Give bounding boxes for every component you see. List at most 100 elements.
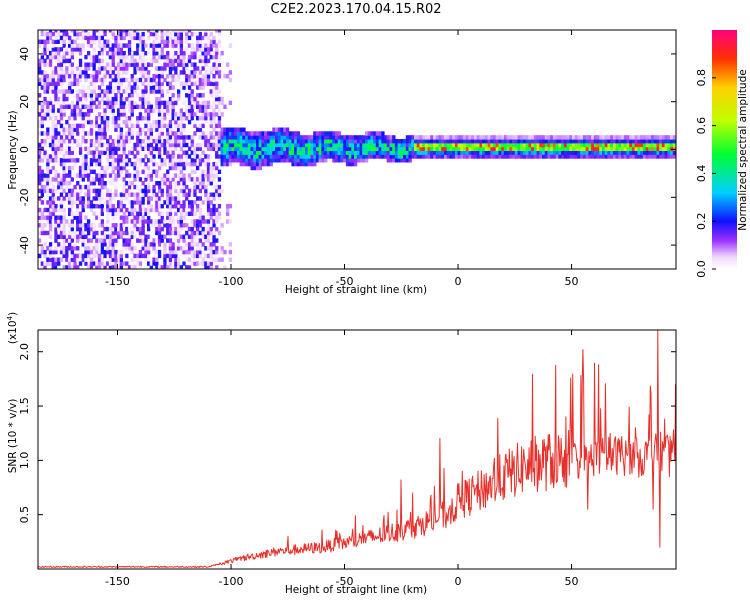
spectrogram-cell bbox=[177, 238, 181, 243]
spectrogram-cell bbox=[68, 265, 72, 269]
spectrogram-cell bbox=[155, 192, 159, 197]
spectrogram-cell bbox=[155, 119, 159, 125]
spectrogram-cell bbox=[651, 146, 655, 151]
spectrogram-cell bbox=[46, 161, 50, 167]
spectrogram-cell bbox=[335, 150, 339, 155]
spectrogram-cell bbox=[76, 100, 80, 106]
spectrogram-cell bbox=[117, 207, 121, 213]
spectrogram-cell bbox=[171, 158, 175, 163]
spectrogram-cell bbox=[250, 161, 254, 167]
spectrogram-cell bbox=[65, 70, 69, 75]
spectrogram-cell bbox=[288, 158, 292, 163]
spectrogram-cell bbox=[141, 253, 145, 259]
spectrogram-cell bbox=[430, 142, 434, 148]
spectrogram-cell bbox=[54, 47, 58, 52]
spectrogram-cell bbox=[264, 142, 268, 148]
spectrogram-cell bbox=[43, 188, 47, 194]
spectrogram-cell bbox=[209, 253, 213, 259]
spectrogram-cell bbox=[87, 196, 91, 201]
spectrogram-cell bbox=[136, 66, 140, 71]
spectrogram-cell bbox=[87, 35, 91, 41]
spectrogram-cell bbox=[318, 146, 322, 151]
spectrogram-cell bbox=[215, 184, 219, 190]
spectrogram-cell bbox=[70, 188, 74, 194]
spectrogram-cell bbox=[550, 146, 554, 151]
spectrogram-cell bbox=[384, 150, 388, 155]
spectrogram-cell bbox=[664, 135, 668, 140]
spectrogram-cell bbox=[536, 135, 540, 140]
spectrogram-cell bbox=[163, 112, 167, 117]
spectrogram-cell bbox=[607, 146, 611, 151]
spectrogram-cell bbox=[299, 139, 303, 144]
spectrogram-cell bbox=[250, 165, 254, 171]
spectrogram-cell bbox=[40, 230, 44, 236]
spectrogram-cell bbox=[92, 47, 96, 52]
spectrogram-cell bbox=[386, 150, 390, 155]
spectrogram-cell bbox=[555, 135, 559, 140]
spectrogram-cell bbox=[100, 196, 104, 201]
spectrogram-cell bbox=[528, 135, 532, 140]
spectrogram-cell bbox=[163, 265, 167, 269]
spectrogram-cell bbox=[206, 161, 211, 167]
spectrogram-cell bbox=[340, 139, 344, 144]
spectrogram-cell bbox=[144, 211, 148, 216]
spectrogram-cell bbox=[397, 158, 401, 163]
spectrogram-cell bbox=[378, 131, 382, 136]
spectrogram-cell bbox=[373, 150, 377, 155]
spectrogram-cell bbox=[228, 100, 232, 106]
spectrogram-cell bbox=[119, 165, 123, 171]
spectrogram-cell bbox=[84, 96, 88, 102]
spectrogram-cell bbox=[171, 74, 175, 79]
spectrogram-cell bbox=[106, 85, 110, 90]
spectrogram-cell bbox=[59, 246, 64, 251]
spectrogram-cell bbox=[106, 249, 110, 255]
spectrogram-cell bbox=[226, 158, 230, 163]
spectrogram-cell bbox=[313, 131, 317, 136]
spectrogram-cell bbox=[264, 131, 268, 136]
spectrogram-cell bbox=[65, 119, 69, 125]
spectrogram-cell bbox=[43, 47, 47, 52]
spectrogram-cell bbox=[100, 177, 104, 182]
spectrogram-cell bbox=[125, 77, 129, 83]
spectrogram-cell bbox=[582, 139, 587, 144]
spectrogram-cell bbox=[54, 238, 58, 243]
spectrogram-cell bbox=[40, 77, 44, 83]
spectrogram-cell bbox=[95, 116, 99, 121]
spectrogram-cell bbox=[302, 139, 306, 144]
spectrogram-cell bbox=[108, 104, 113, 109]
spectrogram-cell bbox=[569, 135, 573, 140]
spectrogram-cell bbox=[187, 43, 192, 48]
spectrogram-cell bbox=[48, 142, 53, 148]
spectrogram-cell bbox=[160, 116, 164, 121]
spectrogram-cell bbox=[127, 47, 132, 52]
spectrogram-cell bbox=[217, 177, 222, 182]
spectrogram-cell bbox=[332, 131, 336, 136]
spectrogram-cell bbox=[43, 62, 47, 67]
spectrogram-cell bbox=[157, 226, 162, 232]
spectrogram-cell bbox=[76, 127, 80, 132]
spectrogram-cell bbox=[288, 142, 292, 148]
spectrogram-cell bbox=[182, 161, 186, 167]
spectrogram-cell bbox=[40, 131, 44, 136]
spectrogram-cell bbox=[204, 70, 208, 75]
spectrogram-cell bbox=[220, 161, 224, 167]
spectrogram-cell bbox=[73, 108, 77, 113]
spectrogram-cell bbox=[585, 139, 589, 144]
spectrogram-cell bbox=[97, 204, 102, 209]
spectrogram-cell bbox=[78, 108, 83, 113]
spectrogram-cell bbox=[117, 81, 121, 86]
spectrogram-cell bbox=[103, 238, 107, 243]
spectrogram-cell bbox=[38, 165, 42, 171]
spectrogram-cell bbox=[555, 146, 559, 151]
spectrogram-cell bbox=[512, 150, 516, 155]
spectrogram-cell bbox=[285, 135, 290, 140]
spectrogram-cell bbox=[117, 169, 121, 174]
spectrogram-cell bbox=[130, 31, 134, 37]
spectrogram-cell bbox=[46, 131, 50, 136]
spectrogram-cell bbox=[87, 119, 91, 125]
spectrogram-cell bbox=[114, 146, 118, 151]
spectrogram-cell bbox=[125, 226, 129, 232]
spectrogram-cell bbox=[103, 74, 107, 79]
spectrogram-cell bbox=[70, 257, 74, 262]
spectrogram-cell bbox=[642, 154, 647, 159]
